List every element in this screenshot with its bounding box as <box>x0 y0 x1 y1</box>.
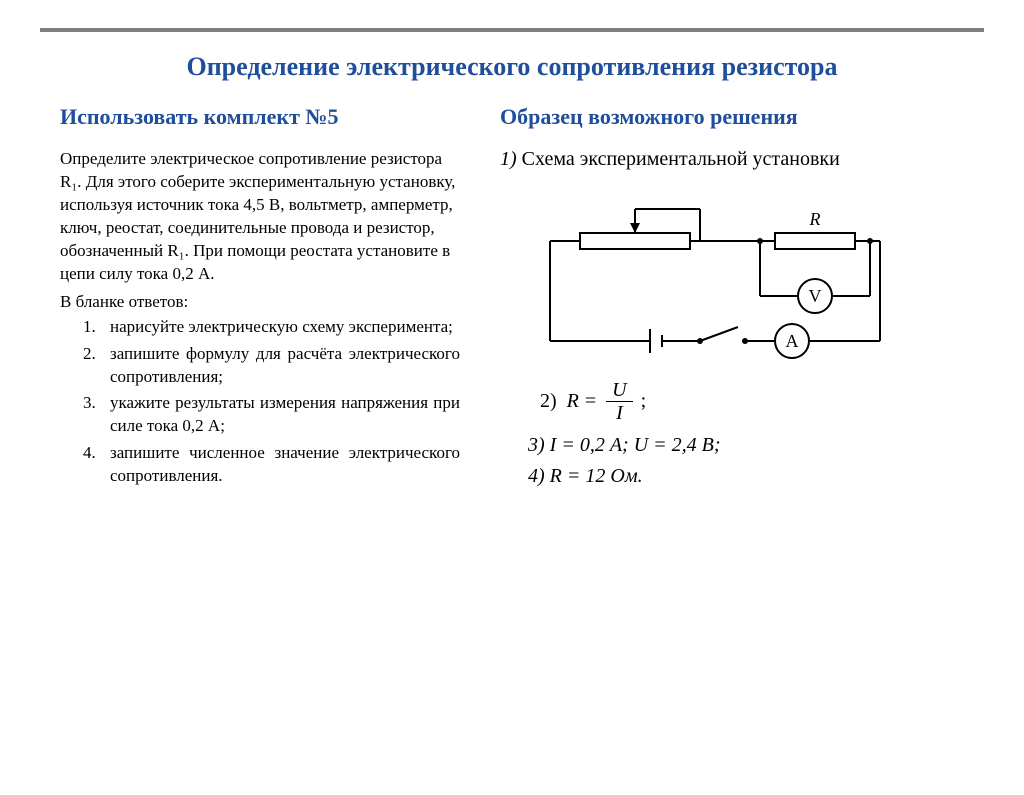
formula-lead: 2) <box>540 390 557 413</box>
right-subtitle: Образец возможного решения <box>500 104 964 130</box>
formula-num: U <box>606 379 632 402</box>
list-item: укажите результаты измерения напряжения … <box>100 392 460 438</box>
voltmeter-label: V <box>809 286 822 306</box>
page-content: Определение электрического сопротивления… <box>0 32 1024 492</box>
task-list: нарисуйте электрическую схему эксперимен… <box>60 316 460 489</box>
formula-eq: = <box>585 390 596 413</box>
step1-text: 1) Схема экспериментальной установки <box>500 148 964 171</box>
formula: 2) R = U I ; <box>540 379 964 424</box>
list-item: нарисуйте электрическую схему эксперимен… <box>100 316 460 339</box>
formula-lhs: R <box>567 390 579 413</box>
right-column: Образец возможного решения 1) Схема эксп… <box>500 104 964 492</box>
step1-body: Схема экспериментальной установки <box>522 148 840 170</box>
formula-fraction: U I <box>606 379 632 424</box>
ammeter-label: A <box>786 331 799 351</box>
formula-tail: ; <box>641 390 647 413</box>
step1-lead: 1) <box>500 148 517 170</box>
page-title: Определение электрического сопротивления… <box>60 52 964 82</box>
circuit-diagram: A <box>540 191 900 361</box>
left-subtitle: Использовать комплект №5 <box>60 104 460 130</box>
task-paragraph: Определите электрическое сопротивление р… <box>60 148 460 286</box>
step3-text: 3) I = 0,2 А; U = 2,4 В; <box>528 434 964 457</box>
left-column: Использовать комплект №5 Определите элек… <box>60 104 460 492</box>
two-columns: Использовать комплект №5 Определите элек… <box>60 104 964 492</box>
list-item: запишите формулу для расчёта электрическ… <box>100 343 460 389</box>
formula-den: I <box>610 402 629 424</box>
step4-text: 4) R = 12 Ом. <box>528 465 964 488</box>
list-item: запишите численное значение электрическо… <box>100 442 460 488</box>
resistor-label: R <box>809 209 821 229</box>
answers-label: В бланке ответов: <box>60 292 460 312</box>
